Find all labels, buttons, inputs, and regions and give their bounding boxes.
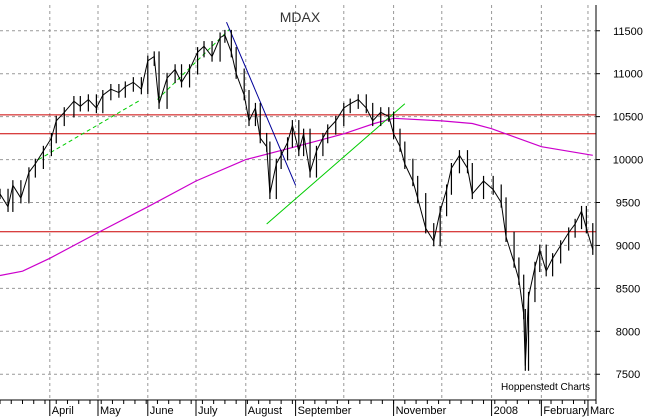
y-tick-label: 10000 — [613, 155, 644, 167]
chart-title: MDAX — [280, 9, 321, 25]
x-tick-label: July — [198, 405, 218, 417]
y-tick-label: 8500 — [616, 283, 640, 295]
y-tick-label: 9000 — [616, 240, 640, 252]
y-tick-label: 11500 — [613, 26, 643, 38]
y-tick-label: 11000 — [613, 69, 643, 81]
trendline — [266, 103, 406, 225]
trendline — [38, 99, 142, 160]
x-tick-label: August — [248, 405, 282, 417]
price-series — [0, 29, 594, 371]
moving-average-series — [0, 117, 593, 277]
x-axis-ticks: April May June July August September November 2… — [52, 405, 615, 417]
x-tick-label: November — [396, 405, 447, 417]
price-line — [0, 34, 594, 366]
x-tick-label: April — [52, 405, 74, 417]
moving-average-line — [0, 117, 593, 277]
y-tick-label: 9500 — [616, 198, 640, 210]
y-tick-label: 8000 — [616, 326, 640, 338]
y-tick-label: 7500 — [616, 369, 640, 381]
x-tick-label: February — [543, 405, 588, 417]
trendline — [157, 28, 231, 100]
trendline — [226, 21, 297, 186]
axes — [0, 5, 600, 416]
source-label: Hoppenstedt Charts — [501, 382, 590, 393]
y-axis-ticks: 11500 11000 10500 10000 9500 9000 8500 8000 7500 — [613, 26, 644, 381]
x-tick-label: 2008 — [494, 405, 518, 417]
x-tick-label: June — [150, 405, 174, 417]
y-tick-label: 10500 — [613, 112, 644, 124]
x-tick-label: Marc — [590, 405, 615, 417]
x-tick-label: May — [100, 405, 121, 417]
x-tick-label: September — [298, 405, 352, 417]
trendlines — [38, 21, 406, 225]
